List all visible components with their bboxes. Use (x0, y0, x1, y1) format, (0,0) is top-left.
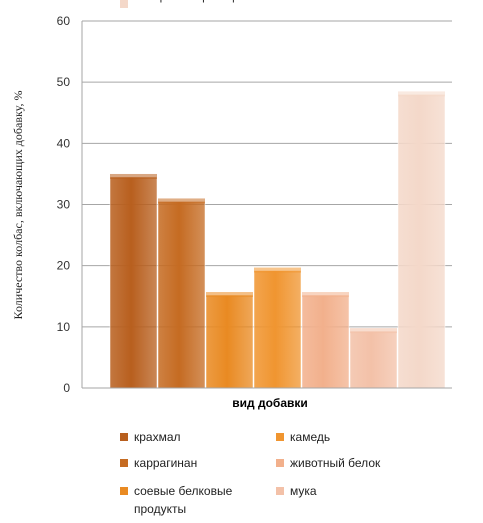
bars (109, 91, 446, 389)
bar-top-2 (158, 198, 205, 204)
y-tick-label: 50 (57, 75, 71, 89)
y-axis-ticks: 0 10 20 30 40 50 60 (57, 14, 71, 395)
legend-swatch (276, 433, 284, 441)
bar-3 (205, 294, 254, 389)
bar-1 (109, 176, 158, 389)
y-tick-label: 0 (63, 381, 70, 395)
y-tick-label: 20 (57, 259, 71, 273)
legend-label: крахмал (134, 430, 181, 444)
bar-top-3 (206, 292, 253, 298)
legend-swatch (120, 487, 128, 495)
legend-label: мука (290, 484, 317, 498)
bar-top-4 (254, 267, 301, 273)
x-axis-label: вид добавки (232, 396, 308, 410)
y-axis-label: Количество колбас, включающих добавку, % (11, 91, 25, 320)
y-tick-label: 30 (57, 198, 71, 212)
y-tick-label: 60 (57, 14, 71, 28)
legend-swatch (120, 0, 128, 8)
bar-6 (349, 330, 398, 389)
legend-label: без фальсификации (134, 0, 248, 3)
y-tick-label: 10 (57, 320, 71, 334)
y-tick-label: 40 (57, 136, 71, 150)
legend-swatch (276, 459, 284, 467)
legend-swatch (276, 487, 284, 495)
bar-top-1 (110, 173, 157, 179)
legend-label: соевые белковые продукты (134, 484, 233, 516)
bar-top-7 (398, 91, 445, 97)
bar-7 (397, 94, 446, 389)
legend-label: камедь (290, 430, 330, 444)
bar-4 (253, 270, 302, 389)
bar-5 (301, 294, 350, 389)
legend-swatch (120, 433, 128, 441)
legend-label: каррагинан (134, 456, 197, 470)
bar-top-5 (302, 292, 349, 298)
bar-top-6 (350, 328, 397, 334)
bar-2 (157, 201, 206, 389)
legend-label: животный белок (290, 456, 381, 470)
legend-swatch (120, 459, 128, 467)
legend: крахмал камедь каррагинан животный белок сое… (120, 0, 381, 516)
